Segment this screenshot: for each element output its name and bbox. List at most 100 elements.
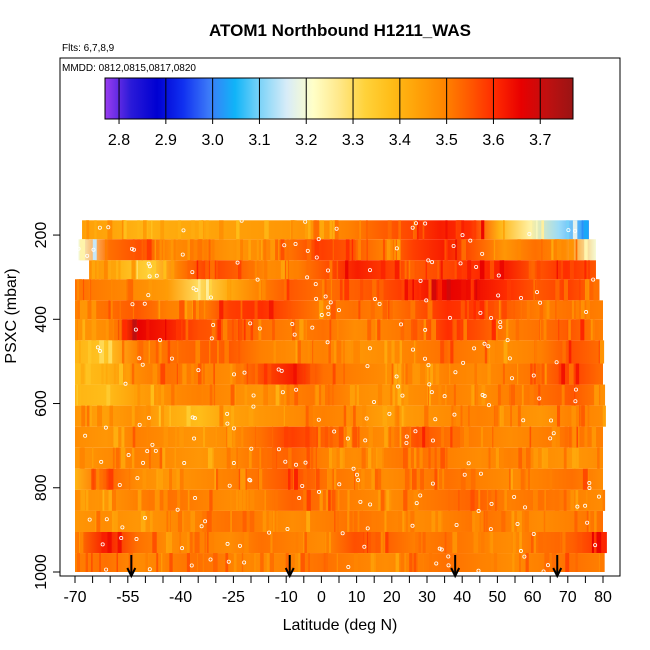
colorbar-tick-label: 3.3 (342, 132, 364, 149)
heatmap-streak (544, 300, 548, 320)
heatmap-streak (222, 319, 228, 341)
heatmap-streak (406, 510, 408, 532)
heatmap-streak (254, 363, 258, 385)
heatmap-streak (229, 489, 232, 511)
heatmap-streak (91, 300, 97, 320)
y-tick-label: 600 (33, 390, 50, 417)
colorbar-tick-label: 3.2 (295, 132, 317, 149)
heatmap-streak (388, 239, 393, 261)
heatmap-streak (563, 447, 567, 469)
heatmap-streak (428, 553, 433, 572)
sample-point (527, 231, 532, 236)
sample-point (193, 496, 198, 501)
heatmap-streak (148, 279, 153, 301)
heatmap-streak (329, 426, 333, 448)
heatmap-streak (501, 510, 506, 532)
x-tick-label: 40 (453, 589, 471, 606)
heatmap-streak (238, 260, 240, 280)
heatmap-streak (528, 260, 532, 280)
heatmap-streak (434, 447, 437, 469)
sample-point (120, 525, 125, 530)
heatmap-streak (292, 319, 296, 341)
heatmap-streak (453, 384, 456, 406)
heatmap-streak (574, 510, 578, 532)
heatmap-streak (209, 279, 212, 301)
sample-point (396, 384, 401, 389)
heatmap-streak (562, 531, 566, 554)
sample-point (293, 242, 298, 247)
heatmap-streak (474, 363, 477, 385)
sample-point (411, 347, 416, 352)
sample-point (147, 274, 152, 279)
sample-point (575, 504, 580, 509)
heatmap-streak (85, 363, 91, 385)
heatmap-streak (398, 260, 401, 280)
heatmap-streak (186, 553, 191, 572)
heatmap-streak (428, 279, 433, 301)
heatmap-streak (243, 319, 246, 341)
sample-point (104, 517, 109, 522)
heatmap-streak (285, 553, 289, 572)
sample-point (336, 308, 341, 313)
heatmap-streak (179, 531, 182, 554)
heatmap-streak (336, 260, 339, 280)
heatmap-streak (349, 384, 355, 406)
heatmap-streak (389, 300, 393, 320)
heatmap-streak (204, 363, 208, 385)
sample-point (326, 305, 331, 310)
heatmap-streak (452, 426, 457, 448)
heatmap-streak (182, 510, 184, 532)
sample-point (482, 393, 487, 398)
heatmap-streak (187, 489, 190, 511)
heatmap-streak (419, 279, 421, 301)
heatmap-streak (386, 239, 391, 261)
heatmap-streak (342, 447, 345, 469)
heatmap-streak (602, 531, 607, 554)
sample-point (466, 461, 471, 466)
sample-point (364, 416, 369, 421)
sample-point (462, 472, 467, 477)
heatmap-streak (105, 363, 108, 385)
heatmap-streak (431, 319, 437, 341)
heatmap-streak (344, 279, 350, 301)
heatmap-streak (377, 447, 383, 469)
heatmap-streak (382, 300, 388, 320)
sample-point (300, 483, 305, 488)
sample-point (175, 507, 180, 512)
sample-point (480, 393, 485, 398)
heatmap-streak (256, 239, 259, 261)
heatmap-streak (117, 531, 122, 554)
heatmap-streak (440, 340, 444, 364)
sample-point (585, 520, 590, 525)
heatmap-streak (352, 510, 354, 532)
heatmap-streak (533, 447, 539, 469)
heatmap-streak (602, 489, 606, 511)
heatmap-streak (413, 340, 416, 364)
heatmap-band (75, 553, 603, 572)
heatmap-streak (412, 220, 415, 240)
heatmap-streak (420, 468, 425, 490)
heatmap-streak (413, 489, 419, 511)
heatmap-streak (160, 405, 165, 427)
heatmap-streak (79, 447, 85, 469)
heatmap-streak (329, 531, 331, 554)
heatmap-streak (554, 239, 559, 261)
sample-point (367, 268, 372, 273)
sample-point (549, 418, 554, 423)
heatmap-streak (555, 279, 560, 301)
heatmap-streak (515, 319, 520, 341)
heatmap-streak (584, 260, 587, 280)
heatmap-streak (321, 279, 327, 301)
sample-point (404, 440, 409, 445)
sample-point (468, 238, 473, 243)
sample-point (351, 466, 356, 471)
sample-point (518, 549, 523, 554)
heatmap-streak (263, 447, 268, 469)
sample-point (538, 300, 543, 305)
heatmap-streak (494, 405, 499, 427)
heatmap-streak (167, 531, 169, 554)
heatmap-streak (517, 405, 521, 427)
heatmap-streak (520, 300, 522, 320)
heatmap-streak (582, 468, 588, 490)
heatmap-streak (83, 300, 88, 320)
